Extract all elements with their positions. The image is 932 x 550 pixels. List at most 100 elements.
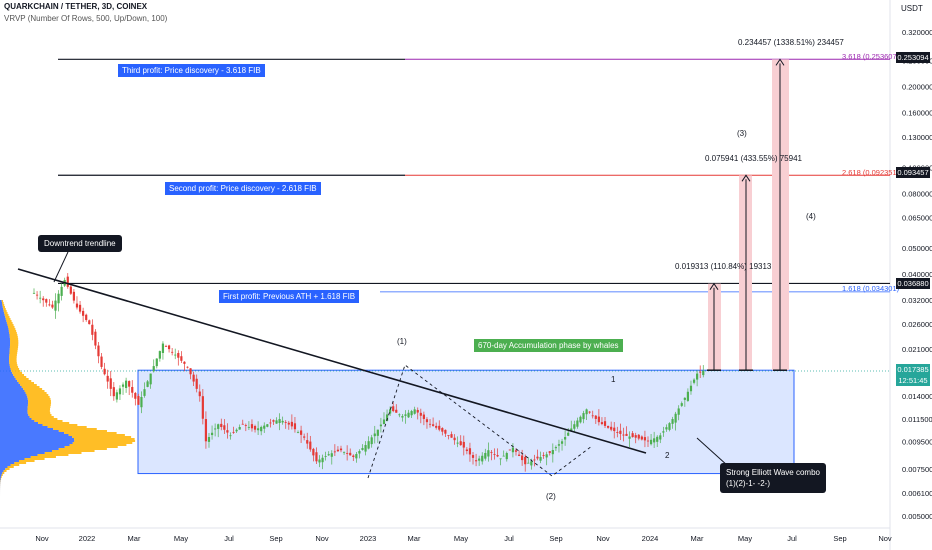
volume-profile-up xyxy=(0,434,69,436)
volume-profile-down xyxy=(9,338,19,340)
volume-profile-up xyxy=(0,340,11,342)
candle-body xyxy=(309,441,312,450)
candle-body xyxy=(542,454,545,456)
candle-body xyxy=(171,351,174,353)
volume-profile-up xyxy=(0,456,31,458)
candle-body xyxy=(456,442,459,444)
x-tick-label: May xyxy=(454,534,468,543)
price-tag-036: 0.036880 xyxy=(896,278,930,289)
candle-body xyxy=(284,421,287,423)
symbol-title: QUARKCHAIN / TETHER, 3D, COINEX xyxy=(4,2,148,11)
candle-body xyxy=(640,436,643,440)
volume-profile-up xyxy=(0,356,10,358)
volume-profile-down xyxy=(15,378,29,380)
volume-profile-down xyxy=(72,436,132,438)
x-tick-label: 2022 xyxy=(79,534,96,543)
x-tick-label: Nov xyxy=(878,534,892,543)
candle-body xyxy=(352,455,355,458)
volume-profile-up xyxy=(0,476,1,478)
volume-profile-up xyxy=(0,402,29,404)
volume-profile-up xyxy=(0,360,10,362)
candle-body xyxy=(545,454,548,458)
volume-profile-up xyxy=(0,386,22,388)
x-tick-label: Nov xyxy=(315,534,329,543)
candle-body xyxy=(361,448,364,450)
volume-profile-down xyxy=(1,302,4,304)
volume-profile-down xyxy=(27,406,51,408)
candle-body xyxy=(66,276,69,287)
volume-profile-down xyxy=(6,322,13,324)
candle-body xyxy=(582,413,585,420)
volume-profile-down xyxy=(3,308,6,310)
volume-profile-down xyxy=(7,466,14,468)
candle-body xyxy=(450,434,453,438)
y-tick-label: 0.160000 xyxy=(902,109,932,118)
candle-body xyxy=(481,455,484,462)
volume-profile-down xyxy=(7,326,15,328)
candle-body xyxy=(468,448,472,455)
candle-body xyxy=(312,448,315,456)
volume-profile-down xyxy=(1,300,4,302)
volume-profile-down xyxy=(27,410,50,412)
downtrend-line xyxy=(17,268,647,454)
candle-body xyxy=(158,351,161,359)
volume-profile-up xyxy=(0,310,4,312)
volume-profile-up xyxy=(0,448,59,450)
candle-body xyxy=(244,425,247,426)
candle-body xyxy=(72,291,76,301)
candle-body xyxy=(290,421,293,427)
candle-body xyxy=(299,430,303,435)
candle-body xyxy=(214,428,217,430)
candle-body xyxy=(287,422,290,425)
volume-profile-down xyxy=(9,360,17,362)
candle-body xyxy=(281,420,284,423)
volume-profile-up xyxy=(0,306,3,308)
candle-body xyxy=(653,438,656,443)
third-profit-label: Third profit: Price discovery - 3.618 FI… xyxy=(118,64,265,77)
volume-profile-up xyxy=(0,334,10,336)
volume-profile-down xyxy=(10,368,20,370)
candle-body xyxy=(358,451,361,454)
volume-profile-up xyxy=(0,368,11,370)
volume-profile-up xyxy=(0,338,10,340)
volume-profile-down xyxy=(9,366,19,368)
volume-profile-up xyxy=(0,432,65,434)
candle-body xyxy=(490,451,493,453)
volume-profile-up xyxy=(0,444,70,446)
candle-body xyxy=(441,428,444,432)
volume-profile-down xyxy=(31,418,58,420)
volume-profile-up xyxy=(0,378,16,380)
volume-profile-up xyxy=(0,348,10,350)
volume-profile-down xyxy=(13,374,25,376)
candle-body xyxy=(140,396,143,408)
x-tick-label: Mar xyxy=(128,534,141,543)
price-tag-current: 0.017385 xyxy=(896,364,930,375)
candle-body xyxy=(146,381,149,387)
volume-profile-down xyxy=(9,362,17,364)
volume-profile-down xyxy=(52,450,95,452)
candle-body xyxy=(75,303,79,308)
candle-body xyxy=(349,452,352,456)
target-arrow-head xyxy=(709,282,719,290)
candle-body xyxy=(689,385,693,392)
target-arrow-head xyxy=(741,174,751,182)
volume-profile-down xyxy=(25,392,47,394)
candle-body xyxy=(296,432,300,433)
candle-body xyxy=(376,429,379,436)
currency-label[interactable]: USDT xyxy=(901,4,923,13)
x-tick-label: Jul xyxy=(504,534,514,543)
candle-body xyxy=(603,421,607,426)
volume-profile-up xyxy=(0,370,12,372)
volume-profile-down xyxy=(74,438,135,440)
candle-body xyxy=(183,361,186,364)
candle-body xyxy=(606,426,610,428)
candle-body xyxy=(699,371,702,373)
candle-body xyxy=(85,314,88,320)
first-profit-label: First profit: Previous ATH + 1.618 FIB xyxy=(219,290,360,303)
volume-profile-down xyxy=(21,386,40,388)
candle-body xyxy=(533,459,536,461)
candle-body xyxy=(266,424,269,427)
candle-body xyxy=(204,419,208,442)
candle-body xyxy=(459,441,462,446)
